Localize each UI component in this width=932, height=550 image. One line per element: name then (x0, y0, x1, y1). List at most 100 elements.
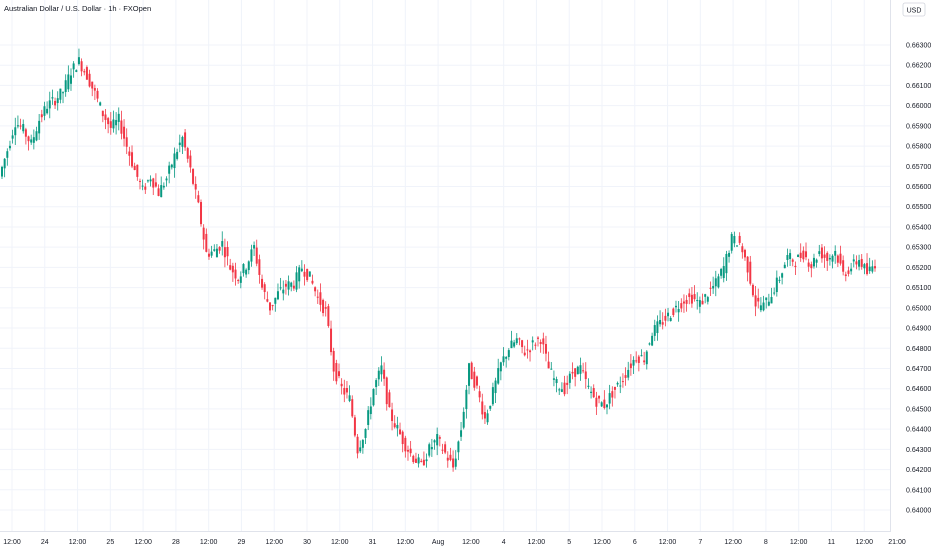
candle[interactable] (669, 316, 672, 322)
candle[interactable] (682, 294, 685, 313)
candle[interactable] (558, 387, 561, 396)
candle[interactable] (218, 246, 221, 254)
candle[interactable] (457, 440, 460, 461)
candle[interactable] (24, 127, 27, 145)
candle[interactable] (515, 333, 518, 346)
candle[interactable] (210, 245, 213, 258)
candle[interactable] (168, 161, 171, 184)
candle[interactable] (582, 362, 585, 374)
candle[interactable] (22, 119, 25, 134)
candle[interactable] (698, 296, 701, 314)
candle[interactable] (868, 257, 871, 274)
candle[interactable] (101, 110, 104, 123)
candle[interactable] (444, 441, 447, 455)
candle[interactable] (452, 450, 455, 472)
candle[interactable] (812, 253, 815, 269)
candle[interactable] (733, 231, 736, 248)
candle[interactable] (388, 389, 391, 408)
candle[interactable] (152, 177, 155, 196)
candle[interactable] (815, 258, 818, 268)
candle[interactable] (518, 337, 521, 346)
currency-badge-box[interactable] (902, 2, 926, 17)
candle[interactable] (491, 382, 494, 407)
candle[interactable] (324, 301, 327, 317)
candle[interactable] (598, 395, 601, 404)
candle[interactable] (555, 376, 558, 393)
candle[interactable] (404, 435, 407, 458)
candle[interactable] (8, 140, 11, 151)
candle[interactable] (831, 254, 834, 269)
candle[interactable] (672, 307, 675, 318)
candle[interactable] (828, 254, 831, 266)
candle[interactable] (271, 304, 274, 311)
candle[interactable] (54, 97, 57, 109)
candle[interactable] (348, 385, 351, 403)
candle[interactable] (284, 279, 287, 295)
candle[interactable] (653, 319, 656, 342)
candle[interactable] (529, 349, 532, 362)
candle[interactable] (173, 147, 176, 178)
candle[interactable] (353, 414, 356, 438)
candle[interactable] (412, 454, 415, 464)
candle[interactable] (738, 232, 741, 246)
candle[interactable] (189, 150, 192, 173)
candle[interactable] (730, 232, 733, 254)
candle[interactable] (117, 107, 120, 131)
candle[interactable] (197, 190, 200, 204)
candle[interactable] (43, 101, 46, 121)
candle[interactable] (335, 359, 338, 385)
candle[interactable] (364, 428, 367, 445)
candle[interactable] (279, 277, 282, 291)
candle[interactable] (786, 248, 789, 267)
candle[interactable] (247, 260, 250, 275)
candle[interactable] (393, 415, 396, 429)
candle[interactable] (489, 405, 492, 411)
candle[interactable] (820, 243, 823, 263)
candle[interactable] (83, 68, 86, 76)
candle[interactable] (842, 255, 845, 276)
candle[interactable] (574, 367, 577, 387)
candle[interactable] (391, 402, 394, 431)
candle[interactable] (340, 378, 343, 395)
candle[interactable] (513, 339, 516, 349)
candle[interactable] (470, 361, 473, 380)
candle[interactable] (627, 361, 630, 381)
candle[interactable] (160, 176, 163, 198)
candle[interactable] (693, 285, 696, 302)
candle[interactable] (107, 116, 110, 134)
candle[interactable] (306, 268, 309, 282)
candle[interactable] (215, 244, 218, 258)
candle[interactable] (483, 405, 486, 424)
candle[interactable] (205, 228, 208, 253)
candle[interactable] (229, 258, 232, 271)
candle[interactable] (276, 283, 279, 301)
candle[interactable] (802, 246, 805, 263)
candle[interactable] (590, 386, 593, 399)
candle[interactable] (438, 435, 441, 447)
candle[interactable] (1, 165, 3, 179)
candle[interactable] (62, 91, 65, 104)
candle[interactable] (316, 289, 319, 304)
candle[interactable] (93, 84, 96, 101)
candle[interactable] (637, 354, 640, 372)
candle[interactable] (720, 267, 723, 279)
candle[interactable] (165, 176, 168, 187)
candle[interactable] (468, 362, 471, 395)
candle[interactable] (64, 74, 67, 97)
candle[interactable] (343, 379, 346, 403)
candle[interactable] (138, 178, 141, 190)
candle[interactable] (765, 297, 768, 309)
candle[interactable] (35, 126, 38, 142)
candle[interactable] (547, 351, 550, 369)
candle[interactable] (449, 447, 452, 462)
candle[interactable] (287, 275, 290, 296)
candle[interactable] (789, 249, 792, 267)
candle[interactable] (290, 281, 293, 292)
candle[interactable] (430, 438, 433, 457)
candle[interactable] (91, 81, 94, 97)
candle[interactable] (794, 261, 797, 276)
candle[interactable] (399, 422, 402, 436)
candle[interactable] (621, 373, 624, 388)
candle[interactable] (465, 385, 468, 419)
